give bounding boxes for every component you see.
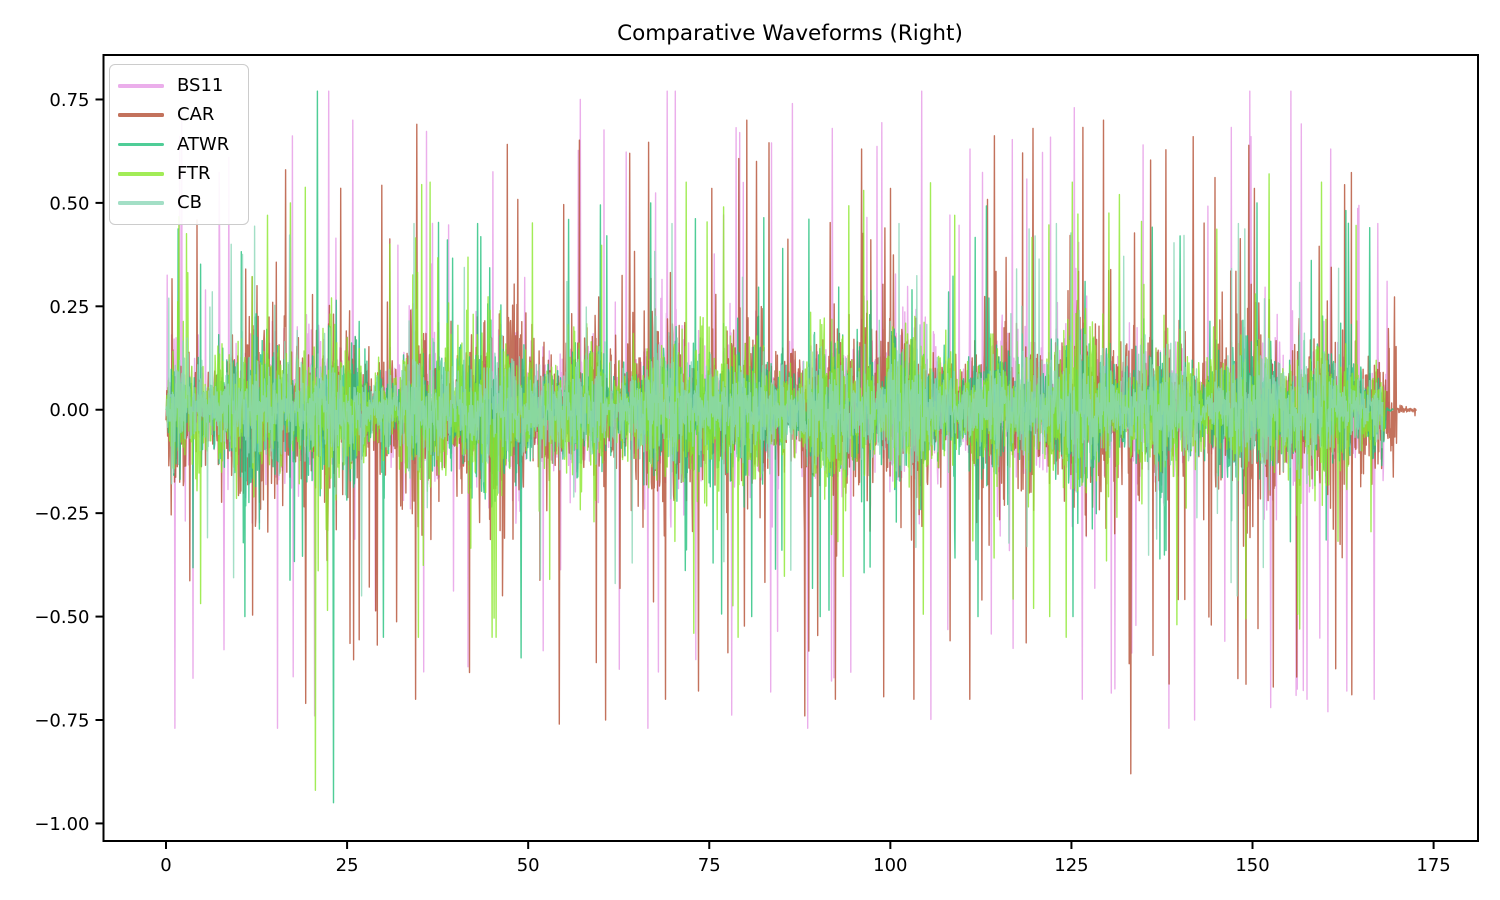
legend-label: ATWR [177, 133, 230, 155]
legend-entry-atwr: ATWR [118, 131, 238, 159]
legend-line-swatch [118, 84, 164, 88]
legend-entry-car: CAR [118, 101, 238, 129]
legend-label: CAR [177, 104, 215, 126]
series-line-ftr [165, 173, 1386, 791]
legend-entry-bs11: BS11 [118, 72, 238, 100]
x-tick-label: 175 [1416, 855, 1450, 876]
axes-spines [102, 54, 1479, 842]
chart-title: Comparative Waveforms (Right) [617, 21, 963, 46]
legend: BS11 CAR ATWR FTR CB [109, 64, 249, 225]
x-tick-label: 100 [873, 855, 907, 876]
x-tick-label: 25 [336, 855, 359, 876]
legend-entry-cb: CB [118, 189, 238, 217]
x-tick-label: 125 [1054, 855, 1088, 876]
y-tick-label: 0.25 [49, 297, 89, 318]
legend-line-swatch [118, 201, 164, 205]
legend-line-swatch [118, 113, 164, 118]
legend-entry-ftr: FTR [118, 160, 238, 188]
y-tick-label: −0.50 [34, 607, 89, 628]
series-line-cb [165, 222, 1384, 597]
y-tick-label: 0.50 [49, 193, 89, 214]
x-tick-label: 150 [1235, 855, 1269, 876]
y-tick-label: −1.00 [34, 814, 89, 835]
y-tick-label: 0.00 [49, 400, 89, 421]
x-tick-label: 50 [517, 855, 540, 876]
x-tick-label: 75 [698, 855, 721, 876]
series-layer [165, 90, 1417, 804]
legend-label: BS11 [177, 75, 224, 96]
legend-label: FTR [177, 162, 211, 184]
axes-layer: 0 25 50 75 100 125 150 175 0.75 0.50 0.25 0.00 −0.25… [34, 54, 1479, 876]
legend-line-swatch [118, 171, 164, 176]
x-tick-label: 0 [160, 855, 171, 876]
legend-label: CB [177, 192, 202, 213]
y-tick-label: −0.75 [34, 710, 89, 731]
y-tick-label: −0.25 [34, 504, 89, 525]
y-tick-label: 0.75 [49, 90, 89, 111]
legend-line-swatch [118, 142, 164, 147]
